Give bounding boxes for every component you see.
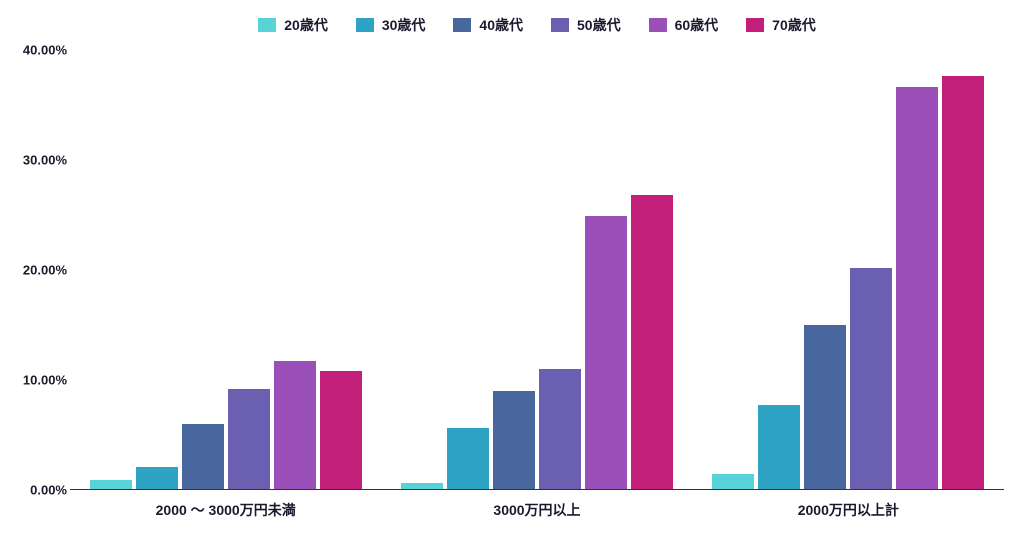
x-axis-labels: 2000 ～ 3000万円未満3000万円以上2000万円以上計: [70, 500, 1004, 520]
legend-swatch: [258, 18, 276, 32]
bar: [182, 424, 224, 490]
x-tick-label: 2000万円以上計: [693, 500, 1004, 520]
legend-swatch: [746, 18, 764, 32]
x-tick-label: 2000 ～ 3000万円未満: [70, 500, 381, 520]
legend-item: 40歳代: [453, 15, 523, 35]
bar: [274, 361, 316, 490]
legend-swatch: [453, 18, 471, 32]
bar: [539, 369, 581, 490]
legend-swatch: [551, 18, 569, 32]
legend-label: 50歳代: [577, 15, 621, 35]
legend-swatch: [356, 18, 374, 32]
bar: [631, 195, 673, 490]
chart-legend: 20歳代 30歳代 40歳代 50歳代 60歳代 70歳代: [70, 10, 1004, 50]
y-tick-label: 0.00%: [12, 483, 67, 498]
y-axis: 0.00%10.00%20.00%30.00%40.00%: [12, 50, 67, 490]
bar: [896, 87, 938, 490]
legend-label: 40歳代: [479, 15, 523, 35]
bar: [758, 405, 800, 490]
bar: [585, 216, 627, 490]
bar: [228, 389, 270, 490]
legend-swatch: [649, 18, 667, 32]
bar-chart: 20歳代30歳代40歳代50歳代60歳代70歳代 0.00%10.00%20.0…: [0, 0, 1024, 538]
legend-label: 70歳代: [772, 15, 816, 35]
legend-label: 60歳代: [675, 15, 719, 35]
bar-group: [70, 50, 381, 490]
legend-label: 30歳代: [382, 15, 426, 35]
y-tick-label: 10.00%: [12, 373, 67, 388]
bar-group: [381, 50, 692, 490]
x-axis-line: [70, 489, 1004, 490]
legend-label: 20歳代: [284, 15, 328, 35]
plot-area: 0.00%10.00%20.00%30.00%40.00%: [70, 50, 1004, 490]
bar: [712, 474, 754, 491]
bar: [850, 268, 892, 490]
bar: [320, 371, 362, 490]
legend-item: 30歳代: [356, 15, 426, 35]
y-tick-label: 40.00%: [12, 43, 67, 58]
x-tick-label: 3000万円以上: [381, 500, 692, 520]
legend-item: 60歳代: [649, 15, 719, 35]
bar-groups: [70, 50, 1004, 490]
y-tick-label: 30.00%: [12, 153, 67, 168]
bar: [942, 76, 984, 490]
bar: [447, 428, 489, 490]
bar: [136, 467, 178, 490]
legend-item: 70歳代: [746, 15, 816, 35]
bar: [493, 391, 535, 490]
legend-item: 20歳代: [258, 15, 328, 35]
legend-item: 50歳代: [551, 15, 621, 35]
y-tick-label: 20.00%: [12, 263, 67, 278]
bar: [804, 325, 846, 490]
bar-group: [693, 50, 1004, 490]
